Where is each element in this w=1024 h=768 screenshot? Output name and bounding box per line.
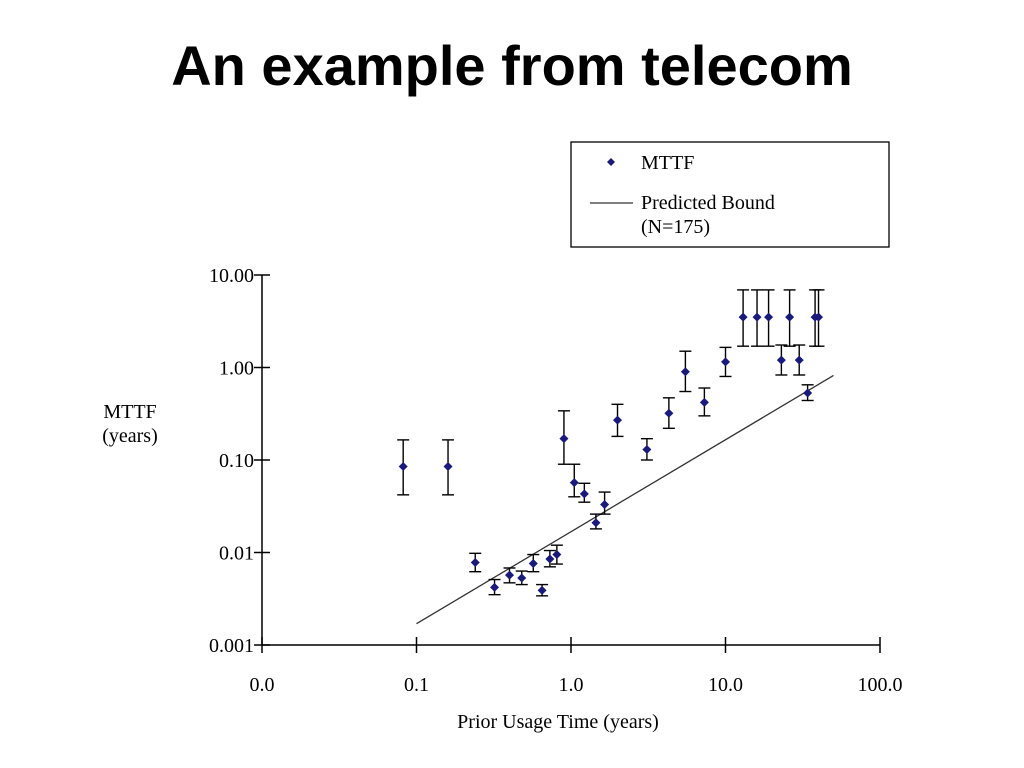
mttf-marker — [814, 312, 824, 322]
data-point — [737, 289, 750, 347]
data-point — [515, 570, 528, 586]
data-points-layer — [397, 289, 825, 597]
mttf-marker — [664, 408, 674, 418]
predicted-bound-line — [416, 374, 834, 625]
data-point — [640, 437, 653, 461]
data-point — [578, 482, 591, 503]
mttf-marker — [680, 367, 690, 377]
data-point — [719, 346, 732, 378]
y-tick-label: 0.001 — [209, 635, 254, 657]
data-point — [442, 439, 455, 496]
data-point — [589, 513, 602, 530]
axes: 10.00 1.00 0.10 0.01 0.001 0.0 0.1 1.0 10.0 100.0… — [102, 265, 902, 733]
mttf-marker — [569, 478, 579, 488]
legend-label: (N=175) — [641, 216, 710, 238]
legend-label: MTTF — [641, 152, 694, 174]
y-tick-label: 0.01 — [219, 543, 254, 565]
x-tick-label: 0.0 — [250, 674, 275, 696]
mttf-marker — [776, 355, 786, 365]
data-point — [503, 567, 516, 584]
data-point — [679, 350, 692, 393]
legend: MTTF Predicted Bound(N=175) — [570, 141, 890, 248]
legend-diamond-icon — [607, 158, 615, 166]
data-point — [762, 289, 775, 347]
data-point — [543, 549, 556, 568]
mttf-marker — [613, 415, 623, 425]
mttf-marker — [559, 434, 569, 444]
mttf-marker — [579, 489, 589, 499]
mttf-marker — [785, 312, 795, 322]
data-point — [793, 344, 806, 376]
data-point — [751, 289, 764, 347]
data-point — [488, 578, 501, 596]
data-point — [598, 491, 611, 515]
x-axis-label: Prior Usage Time (years) — [457, 711, 659, 733]
data-point — [557, 410, 570, 465]
y-tick-label: 0.10 — [219, 450, 254, 472]
mttf-marker — [545, 554, 555, 564]
mttf-marker — [794, 355, 804, 365]
data-point — [662, 397, 675, 430]
mttf-marker — [490, 582, 500, 592]
legend-box — [570, 141, 890, 248]
x-tick-label: 0.1 — [404, 674, 429, 696]
mttf-marker — [398, 462, 408, 472]
data-point — [469, 552, 482, 573]
mttf-marker — [642, 444, 652, 454]
mttf-marker — [699, 397, 709, 407]
data-point — [527, 553, 540, 573]
x-tick-label: 1.0 — [559, 674, 584, 696]
y-axis-label: (years) — [102, 425, 158, 447]
y-tick-label: 1.00 — [219, 358, 254, 380]
predicted-bound-layer — [416, 374, 834, 625]
y-axis-label: MTTF — [103, 401, 156, 423]
mttf-marker — [721, 357, 730, 367]
x-tick-label: 10.0 — [708, 674, 743, 696]
y-tick-label: 10.00 — [209, 265, 254, 287]
data-point — [783, 289, 796, 347]
data-point — [568, 463, 581, 498]
x-tick-label: 100.0 — [858, 674, 903, 696]
slide-title: An example from telecom — [171, 34, 853, 97]
mttf-marker — [552, 550, 562, 560]
data-point — [550, 544, 563, 565]
mttf-marker — [517, 573, 527, 583]
mttf-marker — [470, 557, 480, 567]
mttf-marker — [600, 500, 610, 510]
data-point — [698, 387, 711, 417]
mttf-marker — [752, 312, 762, 322]
mttf-marker — [537, 585, 547, 595]
data-point — [812, 289, 825, 347]
data-point — [801, 384, 814, 402]
mttf-marker — [591, 518, 601, 528]
data-point — [775, 344, 788, 376]
mttf-marker — [443, 462, 453, 472]
legend-label: Predicted Bound — [641, 192, 775, 214]
mttf-marker — [764, 312, 774, 322]
mttf-marker — [803, 388, 813, 398]
mttf-marker — [505, 570, 515, 580]
data-point — [611, 403, 624, 438]
mttf-marker — [738, 312, 748, 322]
data-point — [397, 439, 410, 496]
mttf-marker — [528, 559, 538, 569]
data-point — [536, 583, 549, 597]
